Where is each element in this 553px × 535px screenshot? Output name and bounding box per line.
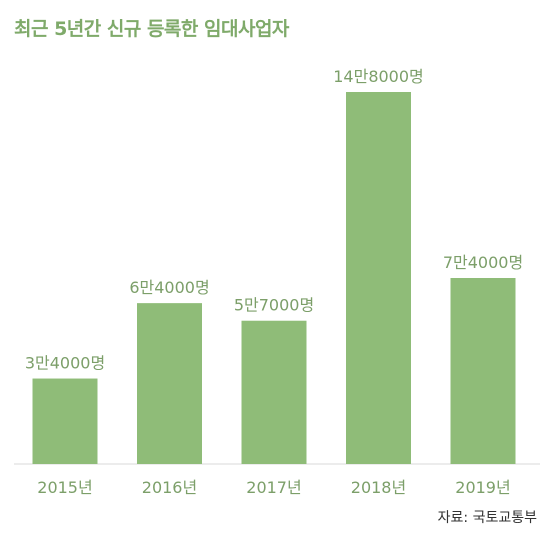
value-label: 14만8000명 [333,67,424,86]
bar-2018년 [346,92,411,464]
bar-2016년 [137,303,202,464]
chart-title: 최근 5년간 신규 등록한 임대사업자 [14,18,289,40]
value-label: 7만4000명 [443,253,523,272]
category-label: 2017년 [246,478,301,497]
category-label: 2018년 [351,478,406,497]
category-label: 2015년 [37,478,92,497]
value-label: 6만4000명 [129,278,209,297]
value-label: 5만7000명 [234,296,314,315]
category-label: 2019년 [455,478,510,497]
bar-2019년 [450,278,516,464]
value-label: 3만4000명 [25,354,105,373]
source-note: 자료: 국토교통부 [437,510,537,526]
bar-2015년 [32,378,98,464]
bar-2017년 [241,320,307,464]
category-label: 2016년 [142,478,197,497]
